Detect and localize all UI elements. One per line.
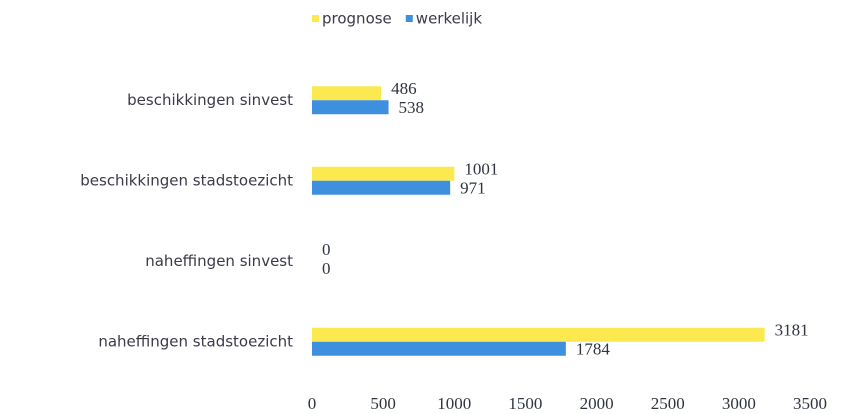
y-tick-label: naheffingen sinvest [145,252,293,270]
data-label: 0 [322,240,331,259]
data-label: 1001 [464,160,498,179]
x-tick-label: 2500 [651,394,685,413]
data-label: 971 [460,179,486,198]
y-tick-label: naheffingen stadstoezicht [98,332,293,350]
bar [312,341,566,356]
bar [312,180,451,195]
legend-label: prognose [322,10,392,28]
x-tick-label: 2000 [580,394,614,413]
legend-swatch [312,15,319,22]
bar [312,86,382,101]
data-label: 0 [322,259,331,278]
bar [312,166,455,181]
y-tick-label: beschikkingen sinvest [127,91,293,109]
x-tick-label: 500 [370,394,396,413]
y-tick-label: beschikkingen stadstoezicht [80,171,293,189]
x-tick-label: 3500 [793,394,827,413]
x-tick-label: 3000 [722,394,756,413]
legend-swatch [405,15,413,22]
bar [312,100,389,115]
x-tick-label: 1500 [508,394,542,413]
data-label: 538 [399,98,425,117]
data-label: 3181 [775,321,809,340]
data-label: 1784 [576,340,611,359]
x-tick-label: 1000 [437,394,471,413]
bar [312,327,765,342]
data-label: 486 [391,79,417,98]
x-tick-label: 0 [308,394,317,413]
legend-label: werkelijk [416,10,483,28]
